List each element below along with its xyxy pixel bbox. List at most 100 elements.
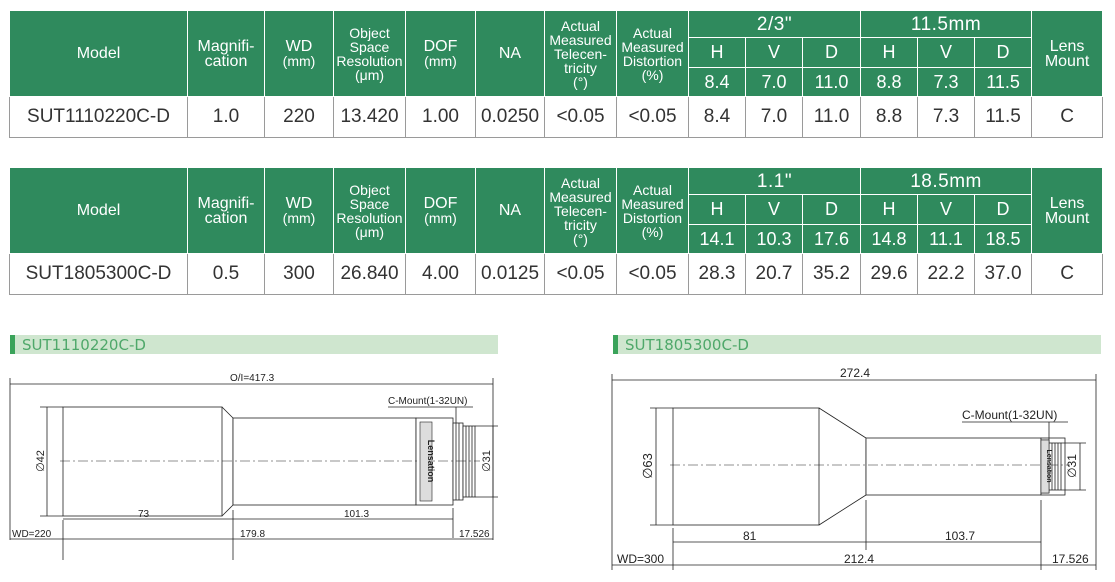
header-resolution: Object Space Resolution (μm) (333, 10, 406, 97)
sensor2-h: 8.8 (860, 67, 919, 97)
header-wd: WD (mm) (264, 167, 334, 254)
sensor1-h: 14.1 (688, 224, 746, 254)
flange-distance: 17.526 (459, 529, 490, 540)
header-model: Model (9, 167, 188, 254)
sensor1-d: 11.0 (801, 67, 862, 97)
brand-mark: Lensation (1045, 449, 1052, 482)
drawing-title-bar-1: SUT1110220C-D (10, 335, 498, 354)
cell-d2: 37.0 (974, 253, 1033, 295)
mount-label: C-Mount(1-32UN) (962, 408, 1057, 422)
cell-mount: C (1031, 96, 1104, 138)
header-na: NA (475, 167, 545, 254)
dim-rear-length: 101.3 (344, 509, 369, 520)
header-resolution: Object Space Resolution (μm) (333, 167, 406, 254)
cell-wd: 220 (264, 96, 334, 138)
cell-dof: 4.00 (405, 253, 476, 295)
spec-table-2: Model Magnifi-cation WD (mm) Object Space R… (9, 167, 1104, 295)
cell-h2: 29.6 (860, 253, 919, 295)
header-telecentricity: Actual Measured Telecen-tricity (°) (544, 167, 617, 254)
header-dof: DOF (mm) (405, 10, 476, 97)
table-row: SUT1110220C-D 1.0 220 13.420 1.00 0.0250… (9, 96, 1104, 138)
title-marker (10, 335, 15, 354)
header-d: D (974, 37, 1033, 68)
cell-mount: C (1031, 253, 1104, 295)
title-marker (613, 335, 618, 354)
cell-v1: 20.7 (745, 253, 803, 295)
rear-diameter: ∅31 (1065, 454, 1079, 478)
header-magnification: Magnifi-cation (187, 167, 265, 254)
header-v: V (745, 194, 803, 225)
header-model: Model (9, 10, 188, 97)
cell-d1: 11.0 (801, 96, 862, 138)
sensor1-v: 10.3 (745, 224, 803, 254)
cell-dof: 1.00 (405, 96, 476, 138)
lens-drawing-2: Lensation 272.4 C-Mount(1-32UN) ∅63 ∅31 … (611, 366, 1097, 570)
header-dof: DOF (mm) (405, 167, 476, 254)
cell-h2: 8.8 (860, 96, 919, 138)
dim-body-length: 212.4 (844, 552, 874, 566)
header-sensor-2: 18.5mm (860, 167, 1033, 195)
mount-label: C-Mount(1-32UN) (388, 396, 467, 407)
spec-table-1: Model Magnifi-cation WD (mm) Object Space R… (9, 10, 1104, 138)
flange-distance: 17.526 (1052, 552, 1089, 566)
header-h: H (860, 194, 919, 225)
cell-na: 0.0125 (475, 253, 545, 295)
drawing-title-2: SUT1805300C-D (625, 336, 749, 354)
brand-mark: Lensation (426, 440, 436, 483)
cell-h1: 28.3 (688, 253, 746, 295)
cell-telecentricity: <0.05 (544, 96, 617, 138)
header-wd: WD (mm) (264, 10, 334, 97)
header-telecentricity: Actual Measured Telecen-tricity (°) (544, 10, 617, 97)
cell-h1: 8.4 (688, 96, 746, 138)
cell-model: SUT1805300C-D (9, 253, 188, 295)
cell-na: 0.0250 (475, 96, 545, 138)
header-h: H (688, 37, 746, 68)
cell-distortion: <0.05 (616, 96, 689, 138)
cell-telecentricity: <0.05 (544, 253, 617, 295)
header-v: V (917, 37, 976, 68)
table-row: SUT1805300C-D 0.5 300 26.840 4.00 0.0125… (9, 253, 1104, 295)
dim-body-length: 179.8 (240, 529, 265, 540)
header-distortion: Actual Measured Distortion (%) (616, 10, 689, 97)
cell-d1: 35.2 (801, 253, 862, 295)
cell-magnification: 0.5 (187, 253, 265, 295)
cell-distortion: <0.05 (616, 253, 689, 295)
lens-drawing-1: Lensation O/I=417.3 C-Mount(1-32UN) ∅42 … (9, 373, 498, 560)
cell-d2: 11.5 (974, 96, 1033, 138)
sensor1-h: 8.4 (688, 67, 746, 97)
dim-front-length: 81 (743, 529, 757, 543)
drawing-title-1: SUT1110220C-D (22, 336, 146, 354)
drawing-title-bar-2: SUT1805300C-D (613, 335, 1101, 354)
dim-rear-length: 103.7 (945, 529, 975, 543)
cell-v2: 22.2 (917, 253, 976, 295)
cell-wd: 300 (264, 253, 334, 295)
header-h: H (860, 37, 919, 68)
header-v: V (917, 194, 976, 225)
sensor1-v: 7.0 (745, 67, 803, 97)
sensor2-d: 18.5 (974, 224, 1033, 254)
overall-length: 272.4 (840, 366, 870, 380)
header-d: D (801, 194, 862, 225)
dim-front-length: 73 (138, 509, 150, 520)
cell-resolution: 13.420 (333, 96, 406, 138)
front-diameter: ∅63 (640, 453, 655, 479)
header-d: D (974, 194, 1033, 225)
header-na: NA (475, 10, 545, 97)
sensor2-h: 14.8 (860, 224, 919, 254)
rear-diameter: ∅31 (481, 450, 493, 472)
header-distortion: Actual Measured Distortion (%) (616, 167, 689, 254)
overall-length: O/I=417.3 (230, 373, 275, 384)
wd-label: WD=220 (12, 529, 52, 540)
cell-resolution: 26.840 (333, 253, 406, 295)
header-sensor-2: 11.5mm (860, 10, 1033, 38)
header-magnification: Magnifi-cation (187, 10, 265, 97)
front-diameter: ∅42 (35, 450, 47, 472)
sensor1-d: 17.6 (801, 224, 862, 254)
cell-v2: 7.3 (917, 96, 976, 138)
header-h: H (688, 194, 746, 225)
header-mount: Lens Mount (1031, 167, 1104, 254)
cell-magnification: 1.0 (187, 96, 265, 138)
cell-model: SUT1110220C-D (9, 96, 188, 138)
cell-v1: 7.0 (745, 96, 803, 138)
sensor2-v: 7.3 (917, 67, 976, 97)
